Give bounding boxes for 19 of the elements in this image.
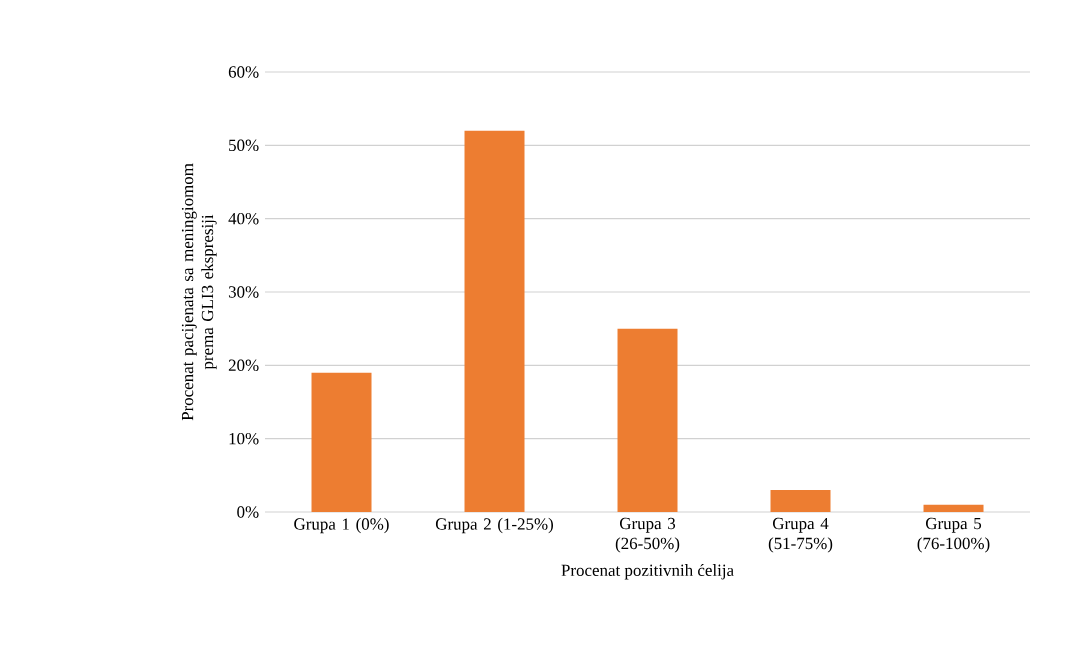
y-tick-label: 0% xyxy=(237,506,259,518)
y-tick-label: 10% xyxy=(229,432,259,445)
x-tick-label: Grupa 3 (26-50%) xyxy=(615,517,680,553)
bar xyxy=(464,130,525,512)
x-axis-title: Procenat pozitivnih ćelija xyxy=(561,564,734,580)
y-tick-label: 40% xyxy=(228,212,259,225)
x-tick-label: Grupa 2 (1-25%) xyxy=(435,517,554,534)
bar xyxy=(617,328,678,512)
y-tick-label: 30% xyxy=(228,286,259,298)
bar xyxy=(770,489,831,512)
x-tick-label: Grupa 1 (0%) xyxy=(294,517,389,534)
x-tick-label: Grupa 5 (76-100%) xyxy=(917,517,990,553)
y-tick-label: 20% xyxy=(228,359,259,372)
bar xyxy=(311,372,372,512)
y-tick-label: 50% xyxy=(229,139,259,152)
y-axis-title: Procenat pacijenata sa meningiomom prema GLI3 ekspresiji xyxy=(181,163,217,421)
bar xyxy=(923,504,984,512)
y-tick-label: 60% xyxy=(228,66,259,78)
x-tick-label: Grupa 4 (51-75%) xyxy=(768,517,833,553)
